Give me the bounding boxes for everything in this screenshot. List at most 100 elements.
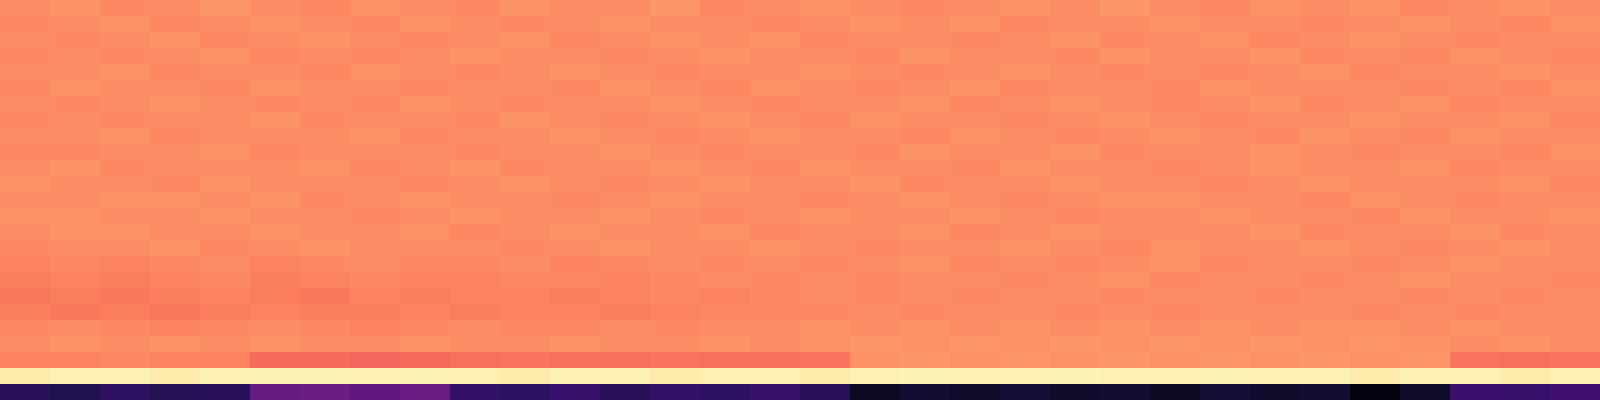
heatmap-cell: [1350, 64, 1400, 80]
heatmap-cell: [1000, 64, 1050, 80]
heatmap-cell: [200, 208, 250, 224]
heatmap-cell: [950, 112, 1000, 128]
heatmap-cell: [100, 48, 150, 64]
heatmap-cell: [1550, 368, 1600, 384]
heatmap-cell: [1050, 272, 1100, 288]
heatmap-cell: [1000, 336, 1050, 352]
heatmap-cell: [1100, 64, 1150, 80]
heatmap-cell: [100, 336, 150, 352]
heatmap-cell: [1350, 240, 1400, 256]
heatmap-cell: [650, 336, 700, 352]
heatmap-cell: [650, 96, 700, 112]
heatmap-cell: [550, 368, 600, 384]
heatmap-cell: [750, 192, 800, 208]
heatmap-cell: [1500, 96, 1550, 112]
heatmap-cell: [1300, 80, 1350, 96]
heatmap-cell: [1500, 80, 1550, 96]
heatmap-cell: [1200, 384, 1250, 400]
heatmap-cell: [600, 240, 650, 256]
heatmap-cell: [1300, 0, 1350, 16]
heatmap-cell: [750, 16, 800, 32]
heatmap-cell: [800, 160, 850, 176]
heatmap-cell: [400, 288, 450, 304]
heatmap-cell: [1500, 112, 1550, 128]
heatmap-cell: [800, 192, 850, 208]
heatmap-cell: [1150, 224, 1200, 240]
heatmap-cell: [950, 128, 1000, 144]
heatmap-cell: [1000, 224, 1050, 240]
heatmap-cell: [700, 208, 750, 224]
heatmap-cell: [1550, 288, 1600, 304]
heatmap-cell: [1550, 256, 1600, 272]
heatmap-cell: [600, 288, 650, 304]
heatmap-cell: [1200, 288, 1250, 304]
heatmap-cell: [1050, 336, 1100, 352]
heatmap-cell: [400, 144, 450, 160]
heatmap-cell: [900, 48, 950, 64]
heatmap-cell: [1450, 80, 1500, 96]
heatmap-cell: [1200, 336, 1250, 352]
heatmap-cell: [1000, 16, 1050, 32]
heatmap-cell: [750, 32, 800, 48]
heatmap-cell: [1300, 176, 1350, 192]
heatmap-cell: [0, 0, 50, 16]
heatmap-cell: [700, 256, 750, 272]
heatmap-cell: [50, 352, 100, 368]
heatmap-cell: [1550, 176, 1600, 192]
heatmap-cell: [100, 64, 150, 80]
heatmap-cell: [850, 16, 900, 32]
heatmap-cell: [250, 144, 300, 160]
heatmap-cell: [600, 336, 650, 352]
heatmap-cell: [350, 16, 400, 32]
heatmap-cell: [500, 96, 550, 112]
heatmap-cell: [850, 384, 900, 400]
heatmap-cell: [1000, 112, 1050, 128]
heatmap-cell: [0, 16, 50, 32]
heatmap-cell: [1150, 208, 1200, 224]
heatmap-cell: [1250, 352, 1300, 368]
heatmap-cell: [850, 256, 900, 272]
heatmap-cell: [500, 32, 550, 48]
heatmap-cell: [50, 272, 100, 288]
heatmap-cell: [1150, 144, 1200, 160]
heatmap-cell: [750, 176, 800, 192]
heatmap-cell: [600, 48, 650, 64]
heatmap-cell: [1150, 272, 1200, 288]
heatmap-cell: [350, 320, 400, 336]
heatmap-cell: [1100, 144, 1150, 160]
heatmap-cell: [1400, 336, 1450, 352]
heatmap-cell: [1200, 208, 1250, 224]
heatmap-cell: [700, 192, 750, 208]
heatmap-cell: [550, 240, 600, 256]
heatmap-cell: [1250, 48, 1300, 64]
heatmap-cell: [1000, 128, 1050, 144]
heatmap-cell: [400, 336, 450, 352]
heatmap-cell: [750, 320, 800, 336]
heatmap-cell: [750, 288, 800, 304]
heatmap-cell: [1300, 352, 1350, 368]
heatmap-cell: [400, 368, 450, 384]
heatmap-cell: [450, 96, 500, 112]
heatmap-cell: [1350, 144, 1400, 160]
heatmap-cell: [1300, 288, 1350, 304]
heatmap-cell: [400, 320, 450, 336]
heatmap-cell: [100, 0, 150, 16]
heatmap-cell: [450, 32, 500, 48]
heatmap-cell: [1450, 144, 1500, 160]
heatmap-cell: [850, 144, 900, 160]
heatmap-cell: [150, 48, 200, 64]
heatmap-cell: [300, 384, 350, 400]
heatmap-cell: [0, 32, 50, 48]
chart: [0, 0, 1600, 400]
heatmap-cell: [900, 288, 950, 304]
heatmap-cell: [1250, 320, 1300, 336]
heatmap-cell: [1550, 64, 1600, 80]
heatmap-cell: [1350, 352, 1400, 368]
heatmap-cell: [700, 176, 750, 192]
heatmap-cell: [650, 160, 700, 176]
heatmap-cell: [650, 80, 700, 96]
heatmap-cell: [1050, 96, 1100, 112]
heatmap-cell: [300, 224, 350, 240]
heatmap-cell: [1250, 160, 1300, 176]
heatmap-cell: [150, 208, 200, 224]
